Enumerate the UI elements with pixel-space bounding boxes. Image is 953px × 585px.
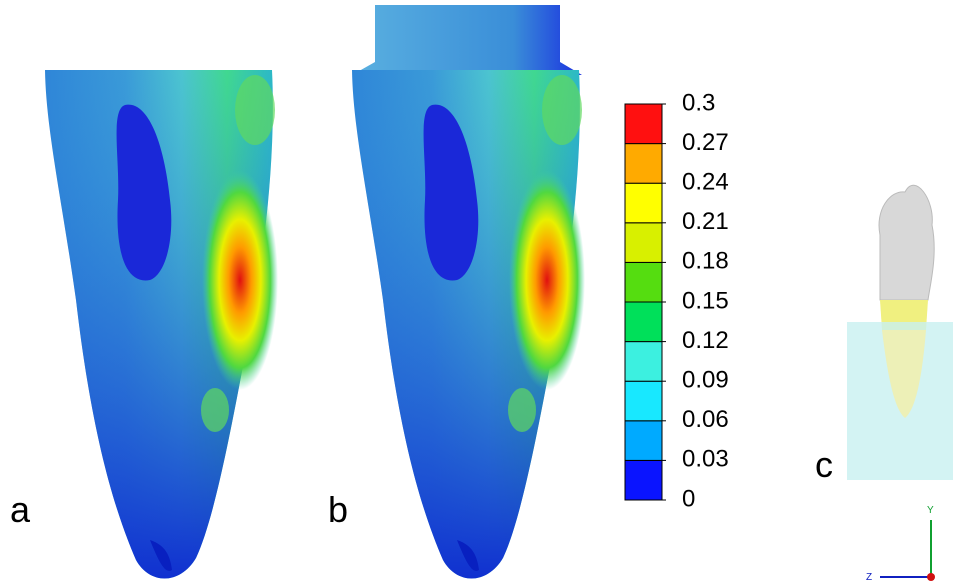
tick-label: 0.06 (682, 406, 729, 433)
color-band (624, 222, 663, 263)
color-band (624, 341, 663, 382)
tick-label: 0.21 (682, 208, 729, 235)
tick-label: 0.27 (682, 129, 729, 156)
color-band (624, 301, 663, 343)
tooth-a (45, 70, 278, 579)
tick-label: 0.12 (682, 327, 729, 354)
color-band (624, 182, 663, 224)
tick-label: 0.24 (682, 169, 729, 196)
color-band (624, 420, 663, 461)
color-band (624, 261, 663, 303)
color-band (624, 143, 663, 184)
tick-label: 0.09 (682, 367, 729, 394)
tick-label: 0.15 (682, 287, 729, 314)
axis-label: Y (927, 505, 934, 516)
tooth-b (352, 5, 585, 579)
tick-label: 0.3 (682, 89, 715, 116)
panel-label: c (815, 444, 833, 485)
panel-label: a (10, 489, 31, 530)
color-band (624, 380, 663, 422)
tick-label: 0.18 (682, 248, 729, 275)
axis-label: Z (866, 572, 872, 583)
colorbar: 0 0.03 0.06 0.09 0.12 0.15 0.18 0.21 0.24 0.27 0.3 (624, 89, 729, 512)
model-c (847, 184, 953, 581)
color-band (624, 459, 663, 501)
panel-label: b (328, 489, 348, 530)
color-band (624, 103, 663, 145)
tick-label: 0 (682, 485, 695, 512)
tick-label: 0.03 (682, 446, 729, 473)
